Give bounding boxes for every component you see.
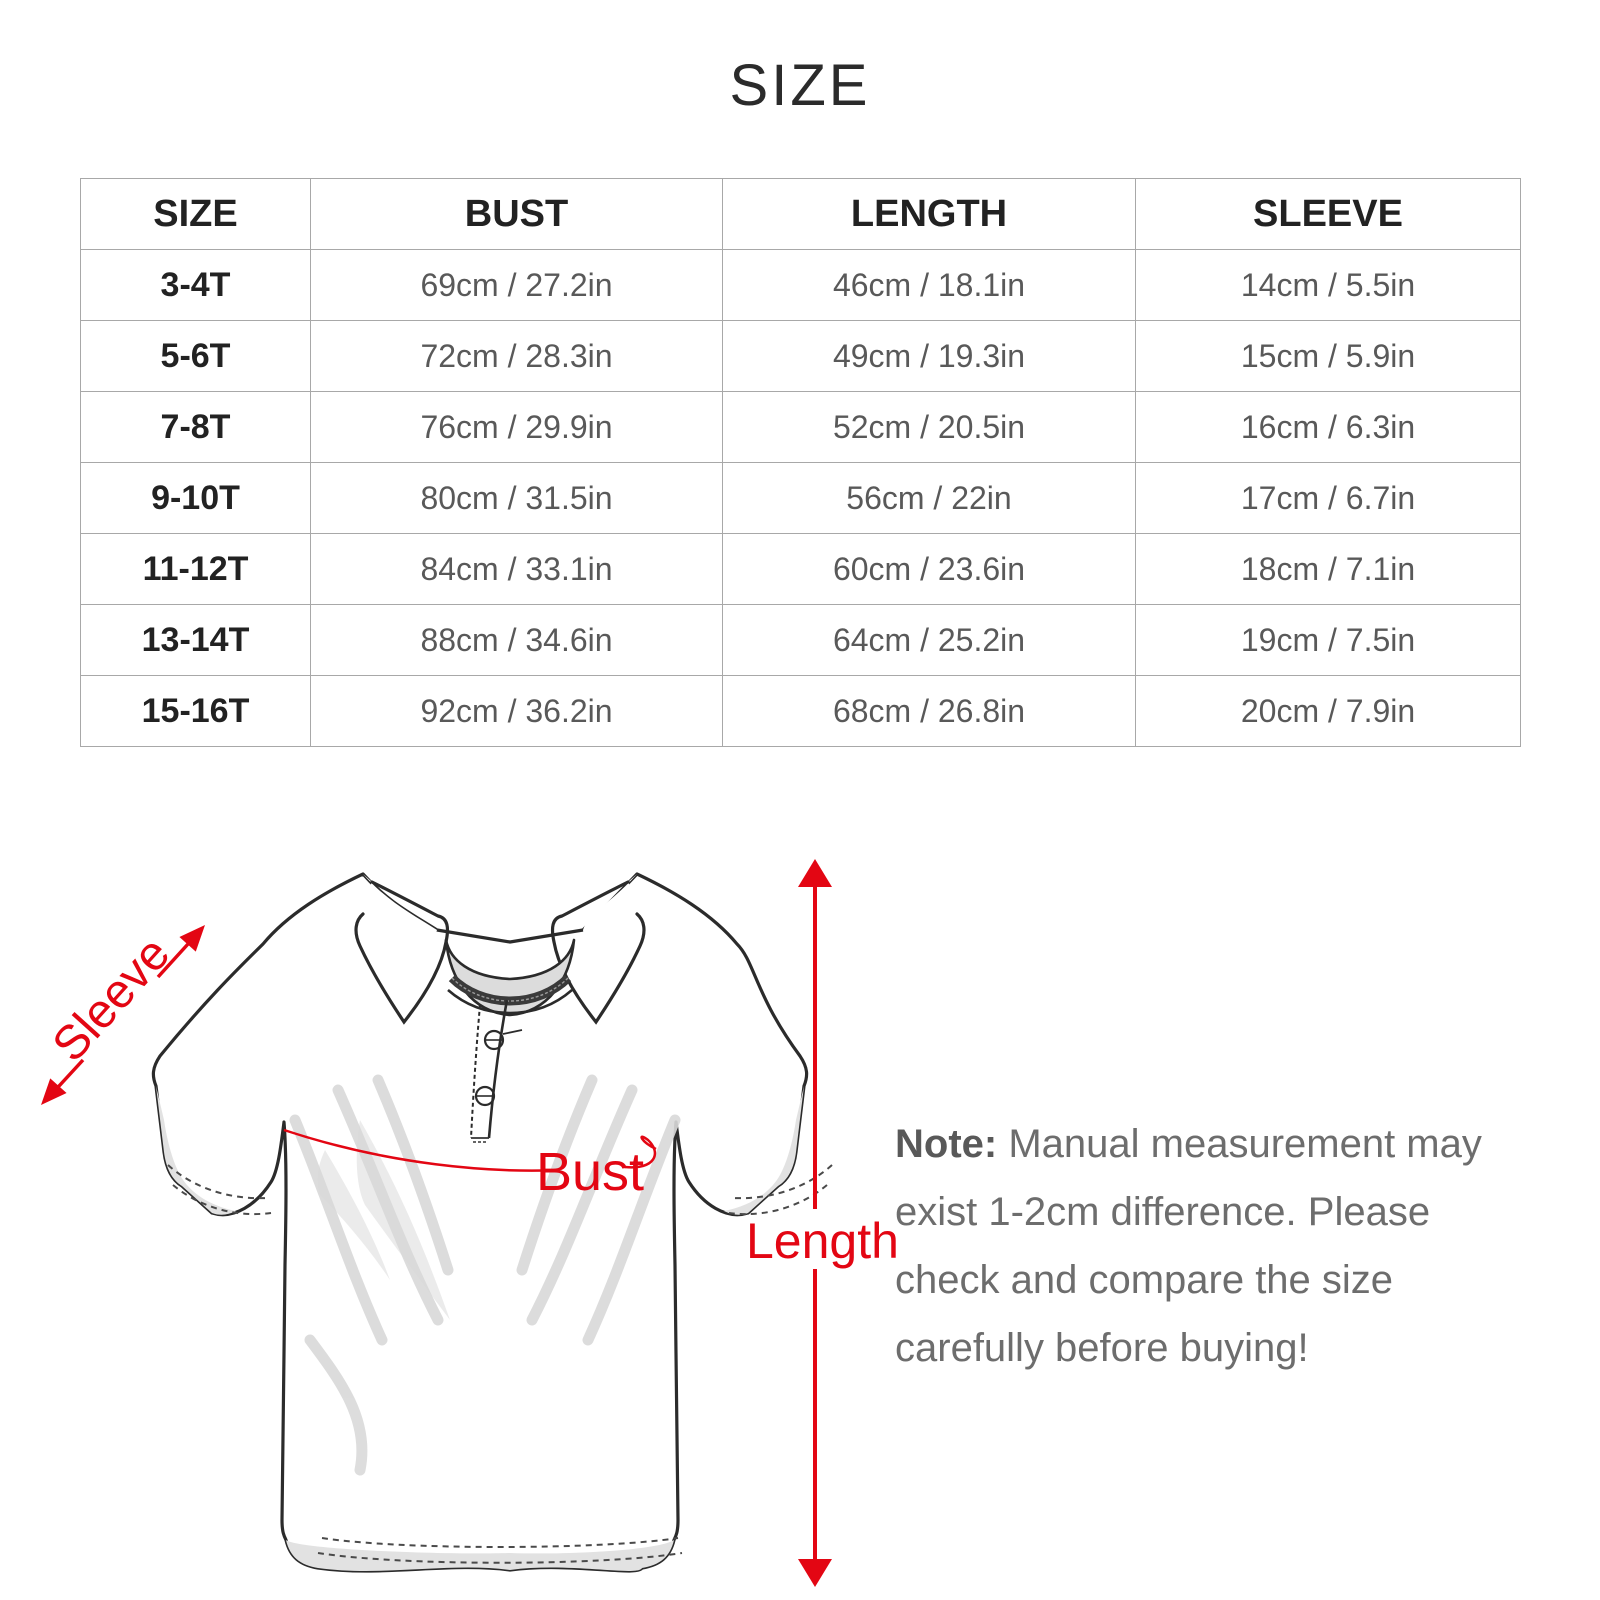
svg-text:Length: Length [746, 1213, 899, 1269]
svg-text:Sleeve: Sleeve [43, 927, 181, 1072]
svg-text:Bust: Bust [536, 1142, 644, 1202]
